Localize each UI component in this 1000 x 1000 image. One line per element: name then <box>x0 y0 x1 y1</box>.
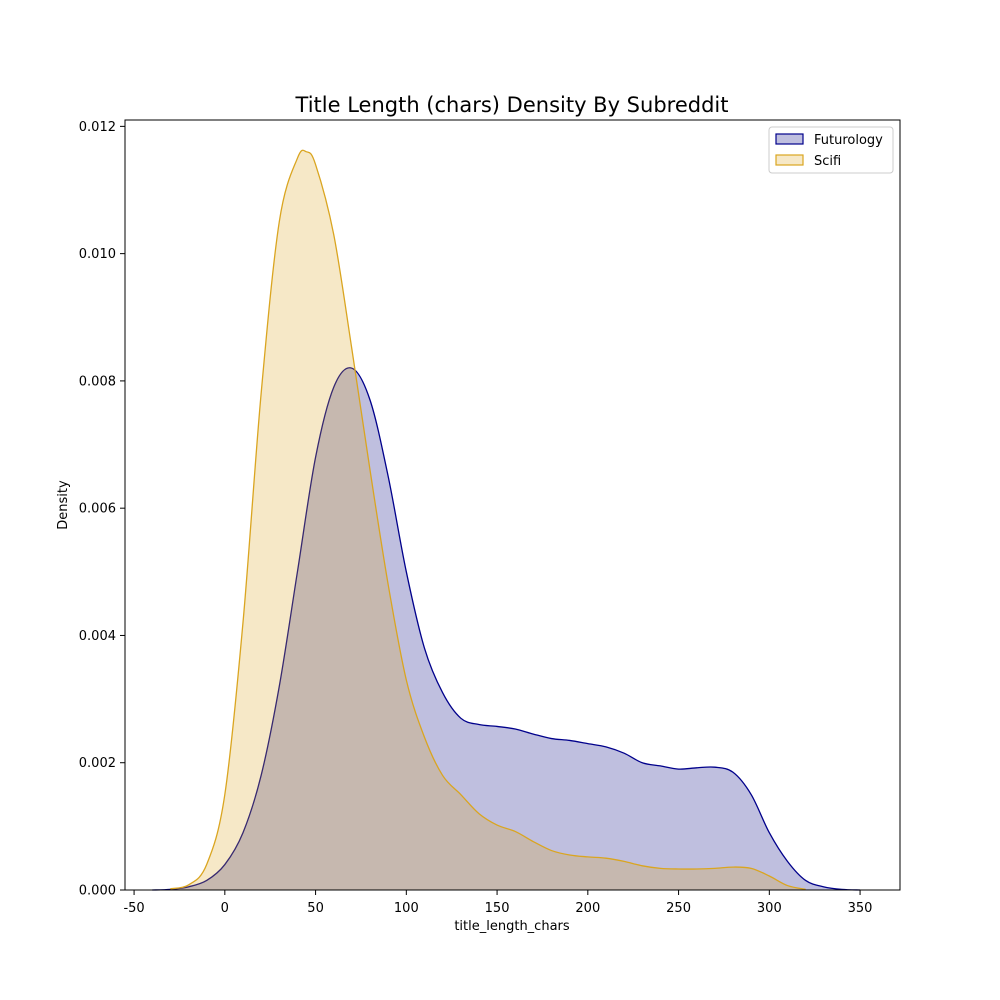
y-tick-label: 0.006 <box>79 502 116 517</box>
plot-frame <box>124 119 901 891</box>
x-tick-label: 300 <box>757 901 782 916</box>
legend: Futurology Scifi <box>768 126 894 174</box>
y-tick-label: 0.010 <box>79 247 116 262</box>
scifi-density-fill <box>170 150 806 891</box>
scifi-density-line <box>170 149 806 890</box>
x-tick-label: 100 <box>394 901 419 916</box>
x-tick-label: -50 <box>123 901 144 916</box>
x-tick-label: 150 <box>485 901 510 916</box>
y-tick-label: 0.012 <box>79 120 116 135</box>
y-tick-label: 0.008 <box>79 374 116 389</box>
y-axis: 0.000 0.002 0.004 0.006 0.008 0.010 0.012 <box>79 120 125 899</box>
chart-title: Title Length (chars) Density By Subreddi… <box>295 93 729 117</box>
legend-box <box>768 126 894 174</box>
futurology-density-line <box>152 367 861 891</box>
x-tick-label: 250 <box>666 901 691 916</box>
legend-label-futurology: Futurology <box>814 133 883 148</box>
x-tick-label: 350 <box>848 901 873 916</box>
y-tick-label: 0.004 <box>79 629 116 644</box>
x-tick-label: 0 <box>221 901 229 916</box>
futurology-density-fill <box>152 367 861 891</box>
legend-label-scifi: Scifi <box>814 154 841 169</box>
x-axis-label: title_length_chars <box>454 919 570 934</box>
legend-swatch-scifi <box>775 154 804 166</box>
series-layer <box>152 149 861 891</box>
x-axis: -50 0 50 100 150 200 250 300 350 <box>123 890 872 916</box>
x-tick-label: 200 <box>575 901 600 916</box>
y-tick-label: 0.002 <box>79 756 116 771</box>
y-tick-label: 0.000 <box>79 884 116 899</box>
y-axis-label: Density <box>56 480 71 530</box>
x-tick-label: 50 <box>307 901 324 916</box>
legend-swatch-futurology <box>775 133 804 145</box>
